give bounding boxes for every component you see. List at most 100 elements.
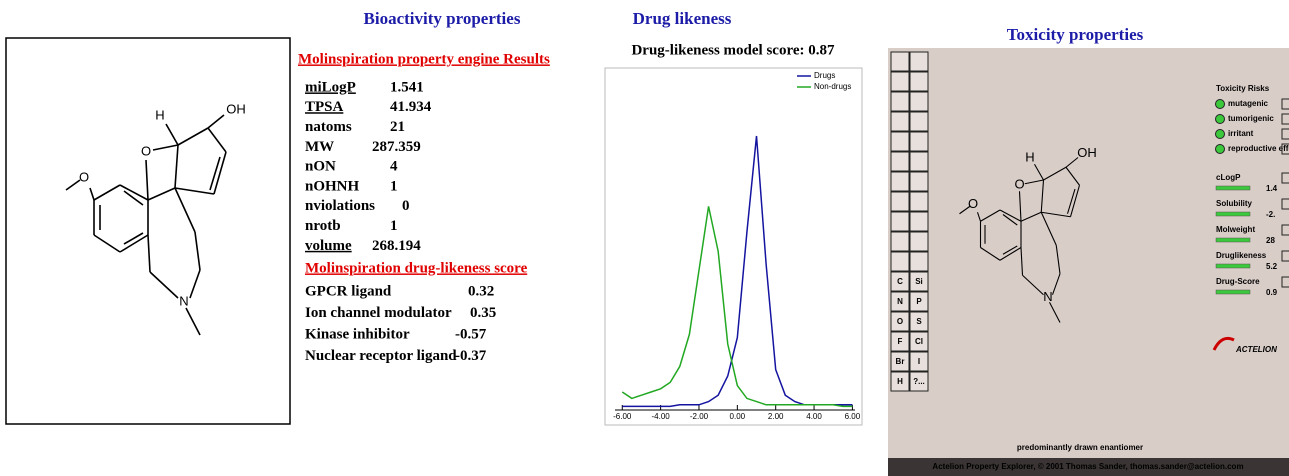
risk-box [1281,143,1289,155]
series-line [621,206,853,408]
property-name: nrotb [305,218,341,234]
tool-button [890,351,910,372]
property-bar [1215,211,1251,217]
risk-label: reproductive effective [1228,144,1289,153]
bond [152,144,179,151]
tool-button [909,351,929,372]
tool-button [909,291,929,312]
score-name: Kinase inhibitor [305,326,410,342]
property-name: TPSA [305,99,344,115]
tool-button [890,111,910,132]
tool-button [909,131,929,152]
score-value: -0.57 [455,326,487,342]
property-name: volume [305,238,352,254]
property-name: MW [305,139,334,155]
property-bar [1215,185,1251,191]
bond [89,187,95,201]
x-tick-label: -2.00 [690,412,709,421]
property-value: 5.2 [1266,262,1278,271]
risk-box [1281,113,1289,125]
bond [1040,212,1057,246]
bond [1055,245,1061,274]
note: predominantly drawn enantiomer [1017,443,1143,452]
risk-indicator [1215,129,1225,139]
score-value: 0.35 [470,305,496,321]
bond [1069,185,1081,217]
risk-label: irritant [1228,129,1254,138]
property-box [1281,224,1289,236]
risk-box [1281,98,1289,110]
x-tick-label: 2.00 [768,412,784,421]
footer: Actelion Property Explorer, © 2001 Thoma… [932,462,1243,471]
bond [999,247,1022,261]
bond [1034,163,1044,181]
bond [119,234,149,253]
property-value: 1.541 [390,79,424,95]
bond [1065,166,1080,186]
tool-button [890,371,910,392]
tool-label: ?... [913,377,925,386]
property-value: 0.9 [1266,288,1278,297]
plot-frame [604,67,863,426]
tool-button [890,71,910,92]
tool-button [909,71,929,92]
property-value: 1.4 [1266,184,1278,193]
bond [207,114,225,129]
bond [980,209,1001,222]
score-name: Ion channel modulator [305,305,452,321]
tool-button [890,331,910,352]
atom-label: N [1043,289,1052,304]
x-tick-label: -4.00 [652,412,671,421]
property-value: 1 [390,218,398,234]
tool-button [890,291,910,312]
property-value: 21 [390,119,405,135]
property-name: nOHNH [305,178,360,194]
tool-label: I [918,357,920,366]
tool-button [890,131,910,152]
property-name: Solubility [1216,199,1253,208]
bond [1051,273,1061,295]
bond [207,127,227,153]
bond [959,205,971,215]
risk-label: tumorigenic [1228,114,1274,123]
bond [174,187,196,233]
tool-label: H [897,377,903,386]
risk-indicator [1215,99,1225,109]
bond [145,159,149,201]
explorer-footer-bar [888,458,1289,476]
property-box [1281,198,1289,210]
risk-label: mutagenic [1228,99,1269,108]
x-tick-label: -6.00 [613,412,632,421]
atom-label: O [968,196,978,211]
tool-button [909,231,929,252]
tool-label: Br [896,357,905,366]
tool-label: F [898,337,903,346]
legend-label: Non-drugs [814,82,851,91]
bond [177,127,209,146]
tool-button [909,371,929,392]
tool-button [890,211,910,232]
tool-button [890,231,910,252]
tool-button [909,151,929,172]
section-title: Toxicity properties [1007,25,1144,44]
bond [1041,211,1071,218]
x-tick-label: 0.00 [730,412,746,421]
property-bar [1215,237,1251,243]
bond [1002,245,1018,255]
tool-button [909,211,929,232]
bond [1049,301,1061,323]
atom-label: O [79,169,89,184]
bond [976,212,982,222]
bond [123,232,144,245]
tool-label: Si [915,277,923,286]
property-bar [1215,263,1251,269]
tool-button [890,51,910,72]
legend-label: Drugs [814,71,835,80]
tool-button [909,271,929,292]
bond [189,269,201,299]
bond [1066,188,1076,214]
bond [1043,166,1067,181]
tool-button [909,331,929,352]
tool-button [890,171,910,192]
bond [1020,211,1042,222]
